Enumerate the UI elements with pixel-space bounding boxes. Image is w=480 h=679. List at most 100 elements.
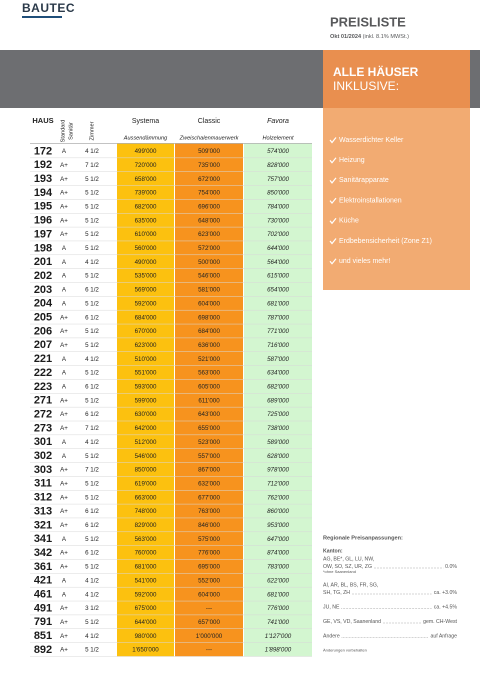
table-cell: 644'000 — [267, 245, 289, 252]
table-cell: 634'000 — [267, 370, 289, 377]
table-cell: 654'000 — [267, 287, 289, 294]
house-number: 791 — [34, 616, 52, 628]
table-cell: 611'000 — [198, 397, 220, 404]
canton-list: SH, TG, ZH — [323, 590, 350, 596]
table-cell: 1'000'000 — [196, 633, 223, 640]
house-number: 198 — [34, 242, 52, 254]
table-cell: A+ — [60, 550, 68, 557]
house-number: 312 — [34, 492, 52, 504]
table-cell: 5 1/2 — [85, 328, 99, 335]
table-cell: 684'000 — [135, 314, 157, 321]
column-header: HAUS — [32, 116, 53, 125]
table-cell: A+ — [60, 494, 68, 501]
table-cell: 563'000 — [198, 370, 220, 377]
table-cell: 739'000 — [135, 190, 157, 197]
table-cell: 5 1/2 — [85, 453, 99, 460]
adjustment-value: auf Anfrage — [430, 633, 457, 639]
table-cell: A+ — [60, 605, 68, 612]
logo-bar — [22, 16, 62, 18]
table-cell: 642'000 — [135, 425, 157, 432]
adjustment-value: ca. +3.0% — [434, 590, 458, 596]
table-cell: 605'000 — [198, 384, 220, 391]
table-cell: A — [62, 259, 67, 266]
table-cell: A+ — [60, 190, 68, 197]
house-number: 172 — [34, 145, 52, 157]
table-cell: 702'000 — [267, 231, 289, 238]
adjustment-value: gem. CH-West — [423, 619, 457, 625]
table-cell: A+ — [60, 314, 68, 321]
canton-label: Kanton: — [323, 548, 343, 554]
table-cell: 510'000 — [135, 356, 157, 363]
table-cell: 850'000 — [267, 190, 289, 197]
table-cell: 569'000 — [135, 287, 157, 294]
table-cell: 682'000 — [267, 384, 289, 391]
disclaimer: Änderungen vorbehalten — [323, 648, 367, 653]
table-cell: A+ — [60, 217, 68, 224]
table-cell: 5 1/2 — [85, 647, 99, 654]
table-cell: A+ — [60, 508, 68, 515]
doc-date: Okt 01/2024 (inkl. 8.1% MWSt.) — [330, 34, 409, 40]
table-cell: 587'000 — [267, 356, 289, 363]
house-number: 892 — [34, 644, 52, 656]
table-cell: 762'000 — [267, 494, 289, 501]
table-cell: A+ — [60, 328, 68, 335]
check-icon — [329, 258, 337, 265]
table-cell: 953'000 — [267, 522, 289, 529]
house-number: 192 — [34, 159, 52, 171]
house-number: 301 — [34, 436, 52, 448]
table-cell: 672'000 — [198, 176, 220, 183]
house-number: 196 — [34, 215, 52, 227]
table-cell: 623'000 — [135, 342, 157, 349]
table-cell: A — [62, 245, 67, 252]
house-number: 203 — [34, 284, 52, 296]
house-number: 223 — [34, 381, 52, 393]
table-cell: 575'000 — [198, 536, 220, 543]
table-cell: 828'000 — [267, 162, 289, 169]
table-cell: A — [62, 577, 67, 584]
table-cell: 604'000 — [198, 591, 220, 598]
table-cell: 655'000 — [198, 425, 220, 432]
table-cell: A — [62, 273, 67, 280]
table-cell: 551'000 — [135, 370, 157, 377]
table-cell: 738'000 — [267, 425, 289, 432]
inclusion-item: Elektroinstallationen — [339, 197, 402, 204]
house-number: 221 — [34, 353, 52, 365]
table-cell: 622'000 — [267, 577, 289, 584]
table-cell: 6 1/2 — [85, 384, 99, 391]
house-number: 271 — [34, 395, 52, 407]
table-cell: A — [62, 591, 67, 598]
house-number: 273 — [34, 422, 52, 434]
table-cell: 7 1/2 — [85, 467, 99, 474]
table-cell: 5 1/2 — [85, 397, 99, 404]
table-cell: 628'000 — [267, 453, 289, 460]
house-number: 341 — [34, 533, 52, 545]
table-cell: 5 1/2 — [85, 494, 99, 501]
column-subheader: Aussendämmung — [123, 135, 168, 141]
table-cell: A+ — [60, 411, 68, 418]
table-cell: 657'000 — [198, 619, 220, 626]
inclusions-header-box — [323, 50, 470, 108]
table-cell: A+ — [60, 480, 68, 487]
table-cell: 6 1/2 — [85, 550, 99, 557]
table-cell: A+ — [60, 231, 68, 238]
table-cell: 5 1/2 — [85, 231, 99, 238]
table-cell: 735'000 — [198, 162, 220, 169]
table-cell: A — [62, 384, 67, 391]
check-icon — [329, 157, 337, 164]
column-subheader: Holzelement — [262, 135, 294, 141]
table-cell: 4 1/2 — [85, 577, 99, 584]
table-cell: 6 1/2 — [85, 314, 99, 321]
inclusions-title: ALLE HÄUSER — [333, 64, 419, 79]
house-number: 361 — [34, 561, 52, 573]
table-cell: 716'000 — [267, 342, 289, 349]
table-cell: A+ — [60, 619, 68, 626]
table-cell: 5 1/2 — [85, 536, 99, 543]
table-cell: 696'000 — [198, 203, 220, 210]
house-number: 193 — [34, 173, 52, 185]
table-cell: 5 1/2 — [85, 203, 99, 210]
table-cell: 712'000 — [267, 480, 289, 487]
table-cell: 592'000 — [135, 591, 157, 598]
table-cell: 574'000 — [267, 148, 289, 155]
table-cell: 499'000 — [135, 148, 157, 155]
